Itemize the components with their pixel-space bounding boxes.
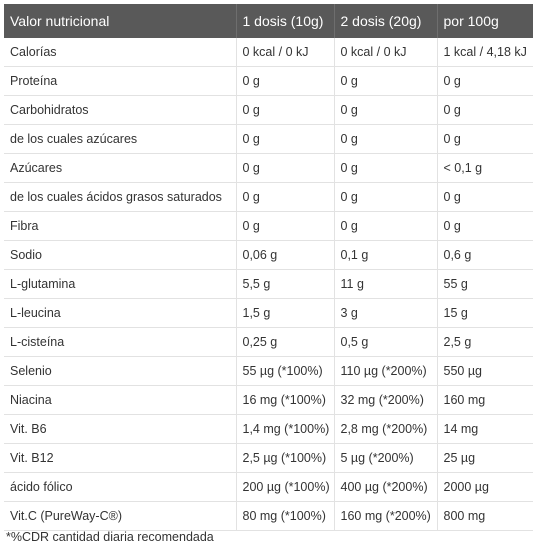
per-100g-value: 0,6 g [437, 240, 533, 270]
nutrient-name: L-leucina [4, 298, 237, 328]
per-100g-value: 800 mg [437, 501, 533, 531]
per-100g-value: 550 µg [437, 356, 533, 386]
two-doses-value: 110 µg (*200%) [334, 356, 438, 386]
one-dose-value: 16 mg (*100%) [236, 385, 335, 415]
two-doses-value: 160 mg (*200%) [334, 501, 438, 531]
per-100g-value: 25 µg [437, 443, 533, 473]
header-one-dose: 1 dosis (10g) [236, 4, 335, 38]
two-doses-value: 3 g [334, 298, 438, 328]
table-row: L-leucina 1,5 g 3 g 15 g [4, 298, 533, 328]
two-doses-value: 400 µg (*200%) [334, 472, 438, 502]
table-row: Vit. B6 1,4 mg (*100%) 2,8 mg (*200%) 14… [4, 414, 533, 444]
one-dose-value: 0 g [236, 95, 335, 125]
one-dose-value: 5,5 g [236, 269, 335, 299]
footnote-cdr: *%CDR cantidad diaria recomendada [6, 530, 214, 544]
nutrient-name: Azúcares [4, 153, 237, 183]
one-dose-value: 0 g [236, 66, 335, 96]
one-dose-value: 1,5 g [236, 298, 335, 328]
header-per-100g: por 100g [437, 4, 533, 38]
table-row: de los cuales ácidos grasos saturados 0 … [4, 182, 533, 212]
per-100g-value: 0 g [437, 211, 533, 241]
nutrient-name: L-cisteína [4, 327, 237, 357]
table-row: ácido fólico 200 µg (*100%) 400 µg (*200… [4, 472, 533, 502]
nutrient-name: Proteína [4, 66, 237, 96]
one-dose-value: 0 kcal / 0 kJ [236, 38, 335, 67]
table-row: Vit. B12 2,5 µg (*100%) 5 µg (*200%) 25 … [4, 443, 533, 473]
one-dose-value: 0 g [236, 211, 335, 241]
one-dose-value: 0,25 g [236, 327, 335, 357]
table-row: L-cisteína 0,25 g 0,5 g 2,5 g [4, 327, 533, 357]
two-doses-value: 5 µg (*200%) [334, 443, 438, 473]
nutrient-name: de los cuales azúcares [4, 124, 237, 154]
one-dose-value: 0 g [236, 182, 335, 212]
per-100g-value: 0 g [437, 182, 533, 212]
one-dose-value: 1,4 mg (*100%) [236, 414, 335, 444]
one-dose-value: 0,06 g [236, 240, 335, 270]
table-row: Azúcares 0 g 0 g < 0,1 g [4, 153, 533, 183]
table-row: L-glutamina 5,5 g 11 g 55 g [4, 269, 533, 299]
table-row: Fibra 0 g 0 g 0 g [4, 211, 533, 241]
one-dose-value: 80 mg (*100%) [236, 501, 335, 531]
table-row: Niacina 16 mg (*100%) 32 mg (*200%) 160 … [4, 385, 533, 415]
two-doses-value: 0,1 g [334, 240, 438, 270]
table-row: Sodio 0,06 g 0,1 g 0,6 g [4, 240, 533, 270]
table-header-row: Valor nutricional 1 dosis (10g) 2 dosis … [4, 4, 533, 38]
nutrient-name: Carbohidratos [4, 95, 237, 125]
two-doses-value: 0 g [334, 95, 438, 125]
nutrient-name: Vit.C (PureWay-C®) [4, 501, 237, 531]
two-doses-value: 0 kcal / 0 kJ [334, 38, 438, 67]
one-dose-value: 2,5 µg (*100%) [236, 443, 335, 473]
two-doses-value: 0 g [334, 124, 438, 154]
one-dose-value: 55 µg (*100%) [236, 356, 335, 386]
nutrient-name: Niacina [4, 385, 237, 415]
table-row: Proteína 0 g 0 g 0 g [4, 66, 533, 96]
nutrient-name: Fibra [4, 211, 237, 241]
two-doses-value: 0 g [334, 211, 438, 241]
per-100g-value: 14 mg [437, 414, 533, 444]
per-100g-value: 160 mg [437, 385, 533, 415]
two-doses-value: 0 g [334, 182, 438, 212]
per-100g-value: 2000 µg [437, 472, 533, 502]
per-100g-value: 55 g [437, 269, 533, 299]
two-doses-value: 0 g [334, 66, 438, 96]
two-doses-value: 11 g [334, 269, 438, 299]
nutrient-name: ácido fólico [4, 472, 237, 502]
nutrient-name: Vit. B6 [4, 414, 237, 444]
table-row: Calorías 0 kcal / 0 kJ 0 kcal / 0 kJ 1 k… [4, 38, 533, 67]
per-100g-value: < 0,1 g [437, 153, 533, 183]
two-doses-value: 32 mg (*200%) [334, 385, 438, 415]
two-doses-value: 2,8 mg (*200%) [334, 414, 438, 444]
two-doses-value: 0 g [334, 153, 438, 183]
nutrient-name: Sodio [4, 240, 237, 270]
nutrient-name: de los cuales ácidos grasos saturados [4, 182, 237, 212]
nutrient-name: L-glutamina [4, 269, 237, 299]
per-100g-value: 1 kcal / 4,18 kJ [437, 38, 533, 67]
per-100g-value: 15 g [437, 298, 533, 328]
header-nutritional-value: Valor nutricional [4, 4, 237, 38]
table-row: Vit.C (PureWay-C®) 80 mg (*100%) 160 mg … [4, 501, 533, 531]
nutrient-name: Selenio [4, 356, 237, 386]
table-row: de los cuales azúcares 0 g 0 g 0 g [4, 124, 533, 154]
per-100g-value: 0 g [437, 66, 533, 96]
one-dose-value: 200 µg (*100%) [236, 472, 335, 502]
header-two-doses: 2 dosis (20g) [334, 4, 438, 38]
per-100g-value: 0 g [437, 124, 533, 154]
one-dose-value: 0 g [236, 124, 335, 154]
table-row: Selenio 55 µg (*100%) 110 µg (*200%) 550… [4, 356, 533, 386]
table-row: Carbohidratos 0 g 0 g 0 g [4, 95, 533, 125]
nutrition-table: Valor nutricional 1 dosis (10g) 2 dosis … [4, 4, 533, 531]
nutrient-name: Vit. B12 [4, 443, 237, 473]
two-doses-value: 0,5 g [334, 327, 438, 357]
per-100g-value: 2,5 g [437, 327, 533, 357]
per-100g-value: 0 g [437, 95, 533, 125]
nutrient-name: Calorías [4, 38, 237, 67]
one-dose-value: 0 g [236, 153, 335, 183]
